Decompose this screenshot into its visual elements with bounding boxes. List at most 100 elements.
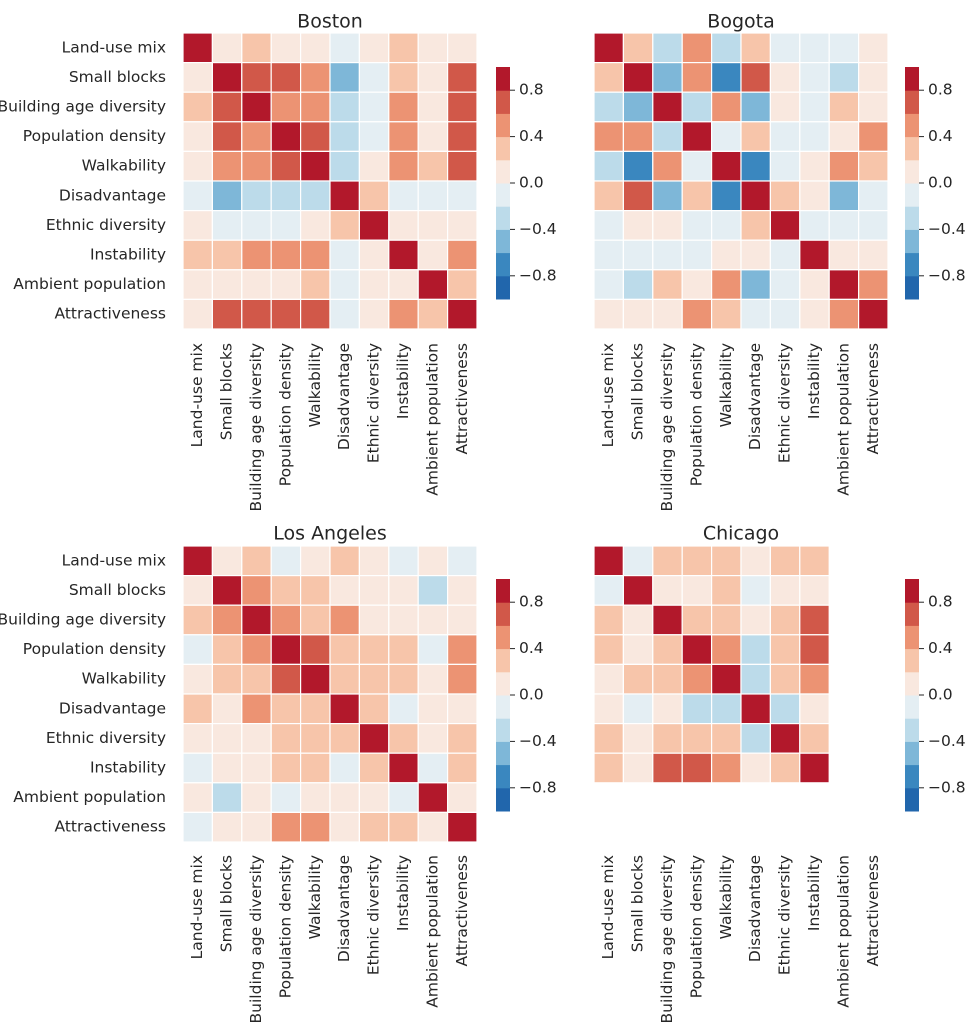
heatmap-cell xyxy=(270,239,302,271)
heatmap-cell xyxy=(300,663,331,695)
heatmap-cell xyxy=(358,752,390,784)
heatmap-cell xyxy=(270,121,302,153)
chart-title: Bogota xyxy=(707,11,774,33)
colorbar-tick-label: −0.8 xyxy=(928,266,966,284)
heatmap-cell xyxy=(388,722,419,754)
heatmap-cell xyxy=(241,210,272,241)
x-tick-label: Attractiveness xyxy=(864,343,882,454)
heatmap-cell xyxy=(388,61,419,93)
heatmap-cell xyxy=(447,32,478,64)
heatmap-cell xyxy=(388,210,419,241)
heatmap-cell xyxy=(593,722,624,754)
heatmap-cell xyxy=(211,574,243,606)
heatmap-cell xyxy=(710,574,742,606)
x-tick-label: Walkability xyxy=(306,343,324,427)
heatmap-cell xyxy=(681,210,713,241)
x-tick-label: Small blocks xyxy=(218,343,236,440)
heatmap-cell xyxy=(182,545,213,577)
heatmap-cell xyxy=(270,752,302,784)
heatmap-cell xyxy=(769,298,801,330)
heatmap-cell xyxy=(652,634,683,665)
heatmap-cell xyxy=(270,210,302,241)
heatmap-cell xyxy=(329,239,360,271)
heatmap-cell xyxy=(182,32,213,64)
heatmap-panel: Los Angeles Land-use mix Small blocks Build… xyxy=(0,523,557,1024)
y-tick-label: Disadvantage xyxy=(59,186,166,204)
heatmap-cell xyxy=(740,239,771,271)
heatmap-cell xyxy=(182,693,213,725)
heatmap-cell xyxy=(241,782,272,813)
x-tick-label: Population density xyxy=(276,343,294,486)
heatmap-cell xyxy=(417,269,449,300)
heatmap-cell xyxy=(270,545,302,577)
heatmap-cell xyxy=(857,61,889,93)
heatmap-cell xyxy=(182,752,213,784)
x-tick-label: Ethnic diversity xyxy=(365,855,383,975)
heatmap-cell xyxy=(828,180,860,212)
y-tick-label: Small blocks xyxy=(69,68,166,86)
heatmap-cell xyxy=(828,298,860,330)
heatmap-cell xyxy=(358,722,390,754)
heatmap-cell xyxy=(211,269,243,300)
colorbar-segment xyxy=(496,695,510,719)
heatmap-cell xyxy=(622,604,654,636)
x-tick-label: Ethnic diversity xyxy=(776,855,794,975)
heatmap-cell xyxy=(241,298,272,330)
heatmap-cell xyxy=(358,61,390,93)
x-tick-label: Ethnic diversity xyxy=(365,343,383,463)
heatmap-cell xyxy=(593,121,624,153)
heatmap-cell xyxy=(388,269,419,300)
heatmap-cell xyxy=(447,574,478,606)
heatmap-cell xyxy=(710,32,742,64)
x-tick-label: Walkability xyxy=(717,343,735,427)
heatmap-cell xyxy=(182,61,213,93)
heatmap-cell xyxy=(388,782,419,813)
heatmap-cell xyxy=(358,811,390,843)
heatmap-cell xyxy=(622,693,654,725)
heatmap-cell xyxy=(417,545,449,577)
heatmap-cell xyxy=(388,604,419,636)
heatmap-cell xyxy=(211,150,243,182)
heatmap-cell xyxy=(769,32,801,64)
heatmap-cell xyxy=(622,32,654,64)
heatmap-cell xyxy=(769,239,801,271)
heatmap-cell xyxy=(710,210,742,241)
heatmap-cell xyxy=(622,545,654,577)
heatmap-cell xyxy=(857,32,889,64)
heatmap-cell xyxy=(710,61,742,93)
heatmap-cell xyxy=(740,693,771,725)
heatmap-cell xyxy=(593,574,624,606)
heatmap-cell xyxy=(417,298,449,330)
heatmap-cell xyxy=(447,269,478,300)
heatmap-cell xyxy=(329,210,360,241)
heatmap-cell xyxy=(593,752,624,784)
heatmap-cell xyxy=(799,298,830,330)
chart-title: Boston xyxy=(297,11,363,33)
colorbar-segment xyxy=(905,602,919,626)
heatmap-cell xyxy=(241,269,272,300)
heatmap-cell xyxy=(417,663,449,695)
heatmap-cell xyxy=(241,752,272,784)
x-tick-label: Attractiveness xyxy=(453,855,471,966)
heatmap-cell xyxy=(769,121,801,153)
heatmap-cell xyxy=(300,180,331,212)
heatmap-panel: Bogota Land-use mix Small blocks Building a… xyxy=(593,11,966,511)
heatmap-cell xyxy=(300,604,331,636)
colorbar-segment xyxy=(496,67,510,91)
heatmap-cell xyxy=(740,210,771,241)
heatmap-cell xyxy=(182,91,213,123)
colorbar-tick-label: 0.4 xyxy=(928,127,953,145)
heatmap-cell xyxy=(270,180,302,212)
heatmap-cell xyxy=(300,121,331,153)
heatmap-cell xyxy=(740,574,771,606)
heatmap-cell xyxy=(681,180,713,212)
colorbar-segment xyxy=(905,113,919,138)
x-tick-label: Population density xyxy=(276,855,294,998)
colorbar-tick-label: 0.8 xyxy=(519,593,544,611)
heatmap-cell xyxy=(417,574,449,606)
heatmap-cell xyxy=(622,574,654,606)
heatmap-cell xyxy=(593,545,624,577)
x-tick-label: Land-use mix xyxy=(599,343,617,447)
x-tick-label: Instability xyxy=(805,855,823,931)
heatmap-cell xyxy=(622,121,654,153)
